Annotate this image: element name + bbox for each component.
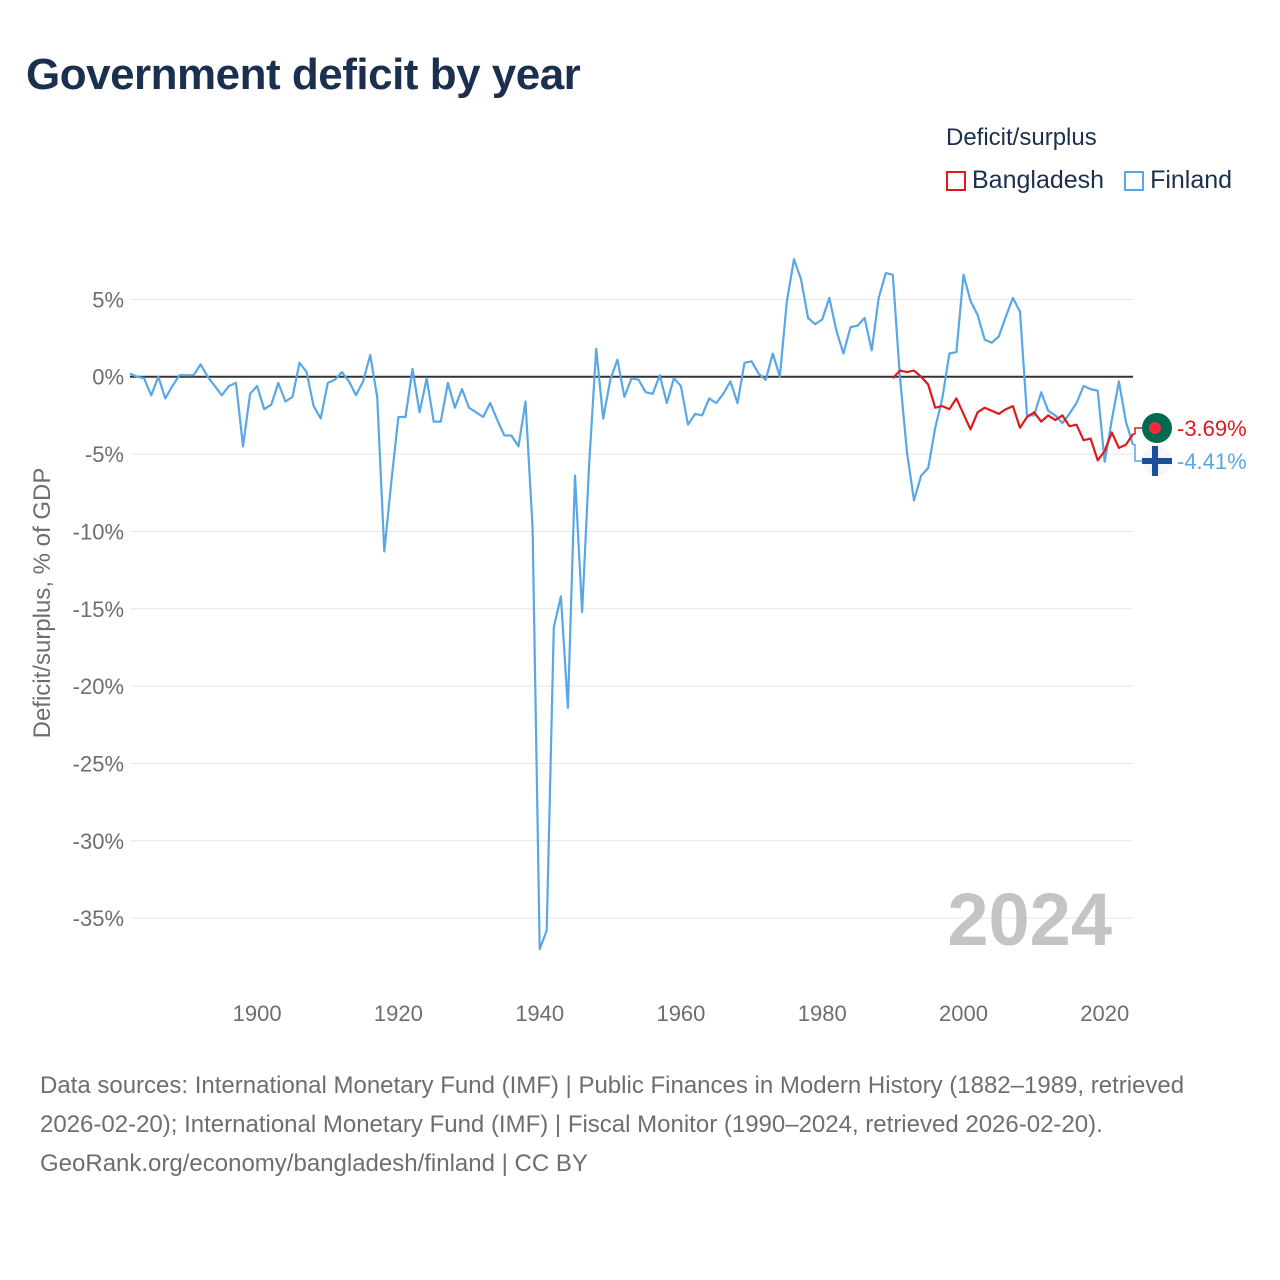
x-tick-label: 2020 bbox=[1080, 1001, 1129, 1026]
legend-label-finland: Finland bbox=[1150, 166, 1233, 194]
y-tick-label: -15% bbox=[73, 597, 124, 622]
y-tick-label: -10% bbox=[73, 519, 124, 544]
y-tick-label: -20% bbox=[73, 674, 124, 699]
legend-item-bangladesh[interactable]: Bangladesh bbox=[946, 166, 1104, 195]
legend-label-bangladesh: Bangladesh bbox=[972, 166, 1105, 194]
legend-item-finland[interactable]: Finland bbox=[1124, 166, 1232, 195]
credit-link[interactable]: GeoRank.org/economy/bangladesh/finland |… bbox=[40, 1150, 588, 1177]
y-tick-label: 0% bbox=[92, 365, 124, 390]
x-tick-label: 2000 bbox=[939, 1001, 988, 1026]
chart-area: 5% 0% -5% -10% -15% -20% -25% -30% -35% 1900 1920… bbox=[29, 258, 1247, 1026]
gridlines bbox=[130, 298, 1133, 919]
x-tick-label: 1920 bbox=[374, 1001, 423, 1026]
y-axis-ticks: 5% 0% -5% -10% -15% -20% -25% -30% -35% bbox=[73, 287, 124, 931]
series-line-finland[interactable] bbox=[129, 258, 1135, 951]
y-tick-label: 5% bbox=[92, 287, 124, 312]
end-label-finland: -4.41% bbox=[1177, 449, 1247, 474]
footer: Data sources: International Monetary Fun… bbox=[40, 1066, 1240, 1183]
bangladesh-flag-disc bbox=[1149, 422, 1161, 434]
x-tick-label: 1900 bbox=[233, 1001, 282, 1026]
chart-title: Government deficit by year bbox=[26, 50, 581, 99]
end-connector-bangladesh bbox=[1133, 427, 1145, 435]
y-tick-label: -5% bbox=[85, 442, 124, 467]
x-tick-label: 1940 bbox=[515, 1001, 564, 1026]
y-tick-label: -25% bbox=[73, 751, 124, 776]
end-label-bangladesh: -3.69% bbox=[1177, 416, 1247, 441]
x-tick-label: 1960 bbox=[656, 1001, 705, 1026]
legend-swatch-finland bbox=[1124, 170, 1145, 191]
y-tick-label: -30% bbox=[73, 829, 124, 854]
data-sources: Data sources: International Monetary Fun… bbox=[40, 1072, 1185, 1138]
year-watermark: 2024 bbox=[947, 878, 1112, 961]
y-axis-label: Deficit/surplus, % of GDP bbox=[29, 468, 56, 739]
legend: Bangladesh Finland bbox=[946, 166, 1232, 195]
legend-title: Deficit/surplus bbox=[946, 124, 1097, 151]
legend-swatch-bangladesh bbox=[946, 170, 966, 191]
end-connector-finland bbox=[1133, 444, 1145, 462]
x-axis-ticks: 1900 1920 1940 1960 1980 2000 2020 bbox=[233, 1001, 1130, 1026]
series-line-bangladesh[interactable] bbox=[891, 369, 1134, 462]
x-tick-label: 1980 bbox=[798, 1001, 847, 1026]
series-lines bbox=[129, 258, 1135, 951]
finland-flag-cross-v bbox=[1152, 446, 1158, 476]
series-end-markers: -3.69% -4.41% bbox=[1133, 413, 1247, 476]
y-tick-label: -35% bbox=[73, 906, 124, 931]
